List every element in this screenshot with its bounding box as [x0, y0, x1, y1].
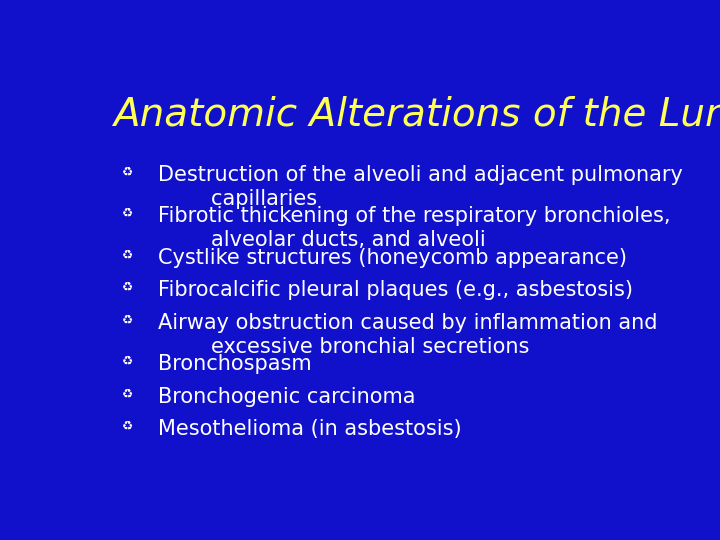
- Text: ♻: ♻: [122, 165, 132, 178]
- Text: Fibrocalcific pleural plaques (e.g., asbestosis): Fibrocalcific pleural plaques (e.g., asb…: [158, 280, 633, 300]
- Text: ♻: ♻: [122, 419, 132, 432]
- Text: ♻: ♻: [122, 387, 132, 400]
- Text: Bronchospasm: Bronchospasm: [158, 354, 312, 374]
- Text: ♻: ♻: [122, 248, 132, 261]
- Text: ♻: ♻: [122, 280, 132, 293]
- Text: Mesothelioma (in asbestosis): Mesothelioma (in asbestosis): [158, 419, 462, 439]
- Text: ♻: ♻: [122, 206, 132, 219]
- Text: Cystlike structures (honeycomb appearance): Cystlike structures (honeycomb appearanc…: [158, 248, 627, 268]
- Text: Anatomic Alterations of the Lungs: Anatomic Alterations of the Lungs: [113, 96, 720, 133]
- Text: Destruction of the alveoli and adjacent pulmonary
        capillaries: Destruction of the alveoli and adjacent …: [158, 165, 683, 209]
- Text: ♻: ♻: [122, 354, 132, 367]
- Text: ♻: ♻: [122, 313, 132, 326]
- Text: Fibrotic thickening of the respiratory bronchioles,
        alveolar ducts, and : Fibrotic thickening of the respiratory b…: [158, 206, 671, 251]
- Text: Bronchogenic carcinoma: Bronchogenic carcinoma: [158, 387, 415, 407]
- Text: Airway obstruction caused by inflammation and
        excessive bronchial secret: Airway obstruction caused by inflammatio…: [158, 313, 657, 357]
